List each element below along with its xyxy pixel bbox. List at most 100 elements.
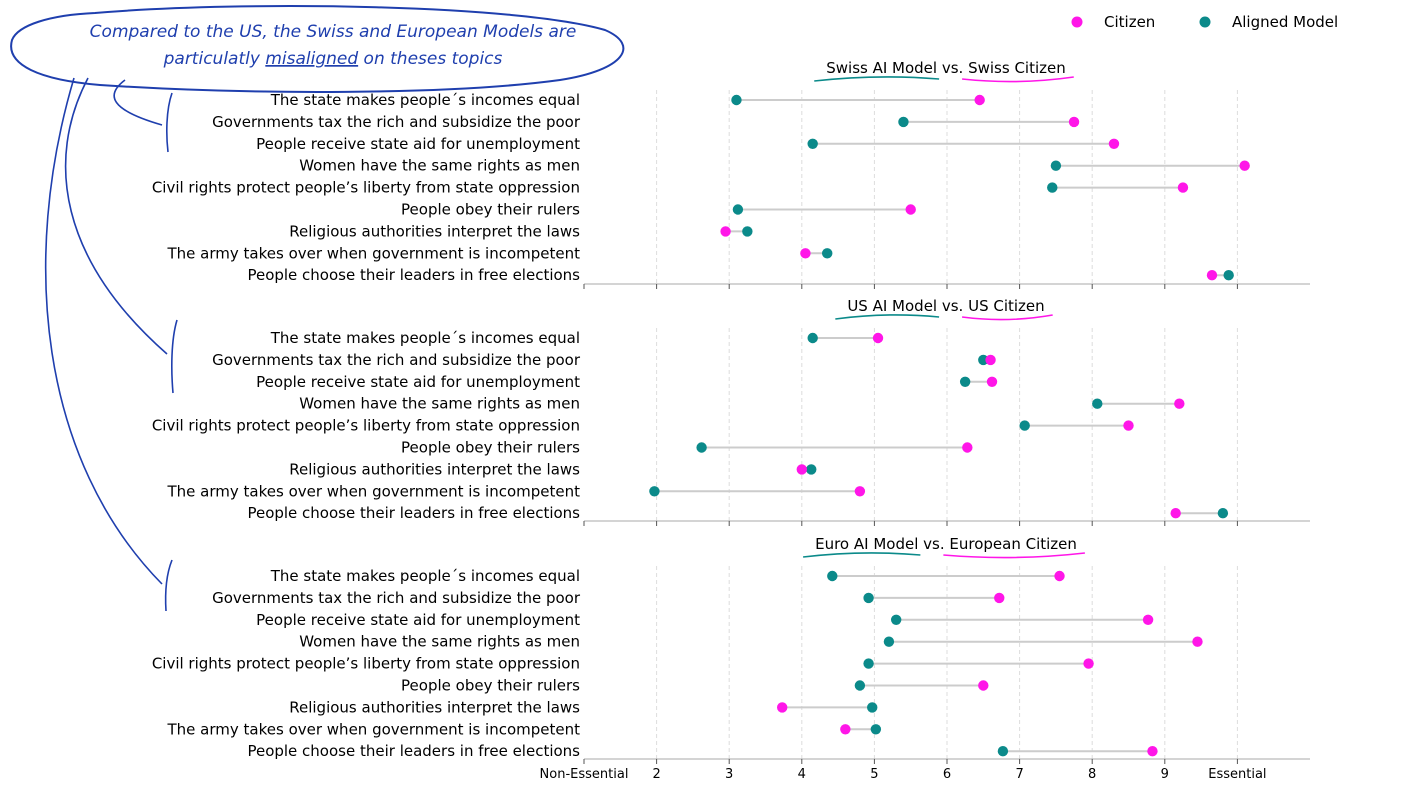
callout-pointer-euro [44, 77, 163, 585]
legend-citizen-marker [1071, 16, 1083, 28]
model-point [1050, 160, 1062, 171]
model-point [1217, 508, 1229, 519]
panel-2: US AI Model vs. US Citizen The state make… [152, 297, 1310, 526]
category-label: Civil rights protect people’s liberty fr… [152, 179, 580, 197]
citizen-point [1083, 658, 1094, 669]
category-label: The army takes over when government is i… [167, 244, 581, 262]
category-label: The state makes people´s incomes equal [270, 567, 580, 585]
panel-title-citizen: Swiss Citizen [968, 59, 1066, 77]
citizen-point [800, 248, 811, 259]
model-point [854, 680, 866, 691]
x-tick-label: 4 [798, 767, 806, 782]
category-label: People obey their rulers [401, 677, 580, 695]
model-point [898, 116, 909, 128]
model-point [959, 376, 971, 387]
callout-line-2-prefix: particulatly [163, 49, 266, 69]
category-label: The state makes people´s incomes equal [270, 91, 580, 109]
model-point [890, 614, 902, 625]
category-label: People choose their leaders in free elec… [247, 742, 580, 760]
panel-3: Non-Essential 2 3 4 5 6 7 8 9 Essential Euro AI Mo… [152, 535, 1310, 782]
panel-title-citizen: European Citizen [949, 535, 1077, 553]
model-point [863, 658, 874, 669]
category-label: The army takes over when government is i… [167, 720, 581, 738]
citizen-point [1239, 160, 1250, 171]
citizen-point [974, 94, 985, 106]
citizen-point [854, 486, 866, 497]
underline-citizen [961, 314, 1053, 321]
model-point [822, 248, 833, 259]
citizen-point [1192, 636, 1203, 647]
x-tick-label: 8 [1088, 767, 1096, 782]
category-label: Civil rights protect people’s liberty fr… [152, 417, 580, 435]
category-label: Religious authorities interpret the laws [289, 222, 580, 240]
citizen-point [1177, 182, 1189, 193]
model-point [696, 442, 707, 453]
category-label: Women have the same rights as men [299, 633, 580, 651]
citizen-point [962, 442, 973, 453]
x-tick-label: 6 [943, 767, 951, 782]
x-tick-label: 7 [1015, 767, 1023, 782]
legend: Citizen Aligned Model [1071, 13, 1338, 31]
citizen-point [1108, 138, 1120, 149]
category-label: Women have the same rights as men [299, 157, 580, 175]
category-label: People receive state aid for unemploymen… [256, 373, 580, 391]
legend-citizen-label: Citizen [1104, 13, 1155, 31]
category-label: People receive state aid for unemploymen… [256, 135, 580, 153]
model-point [1223, 270, 1234, 281]
category-label: People obey their rulers [401, 201, 580, 219]
citizen-point [776, 702, 788, 713]
citizen-point [1170, 508, 1181, 519]
model-point [827, 570, 838, 582]
model-point [806, 464, 817, 475]
citizen-point [840, 724, 851, 735]
category-label: Women have the same rights as men [299, 395, 580, 413]
citizen-point [1123, 420, 1134, 431]
category-label: People obey their rulers [401, 439, 580, 457]
panel-title-vs: vs. [937, 59, 968, 77]
model-point [731, 94, 742, 106]
model-point [863, 592, 874, 604]
panel-title-citizen: US Citizen [968, 297, 1045, 315]
category-label: Governments tax the rich and subsidize t… [212, 589, 581, 607]
callout-pointer-swiss [113, 79, 163, 126]
citizen-point [986, 376, 998, 387]
model-point [807, 138, 818, 149]
panel-title: Euro AI Model vs. European Citizen [815, 535, 1077, 553]
panel-1: Swiss AI Model vs. Swiss Citizen The stat… [152, 59, 1310, 289]
x-tick-label: 5 [870, 767, 878, 782]
panel-title-vs: vs. [918, 535, 949, 553]
model-point [867, 702, 878, 713]
citizen-point [1054, 570, 1065, 582]
callout-pointer-us [64, 77, 168, 355]
model-point [649, 486, 660, 497]
citizen-point [1206, 270, 1218, 281]
category-label: The army takes over when government is i… [167, 482, 581, 500]
model-point [1047, 182, 1058, 193]
x-tick-label: Essential [1208, 767, 1266, 782]
panel-title-model: US AI Model [847, 297, 937, 315]
citizen-point [872, 332, 884, 344]
panel-title: US AI Model vs. US Citizen [847, 297, 1044, 315]
citizen-point [985, 354, 996, 366]
category-label: People choose their leaders in free elec… [247, 266, 580, 284]
category-label: People receive state aid for unemploymen… [256, 611, 580, 629]
panel-title-model: Swiss AI Model [826, 59, 937, 77]
citizen-point [1147, 746, 1158, 757]
callout-line-2: particulatly misaligned on theses topics [163, 49, 503, 69]
callout-ellipse [10, 5, 625, 93]
x-tick-label: Non-Essential [540, 767, 629, 782]
category-label: Governments tax the rich and subsidize t… [212, 351, 581, 369]
citizen-point [1068, 116, 1080, 128]
x-tick-label: 3 [725, 767, 733, 782]
underline-model [835, 314, 940, 320]
underline-citizen [962, 76, 1074, 83]
callout-bracket-euro [164, 559, 173, 612]
model-point [807, 332, 818, 344]
callout-bracket-us [171, 319, 178, 394]
chart-panels: Swiss AI Model vs. Swiss Citizen The stat… [152, 59, 1310, 782]
model-point [883, 636, 895, 647]
legend-model-label: Aligned Model [1232, 13, 1338, 31]
citizen-point [1142, 614, 1154, 625]
category-label: Religious authorities interpret the laws [289, 698, 580, 716]
